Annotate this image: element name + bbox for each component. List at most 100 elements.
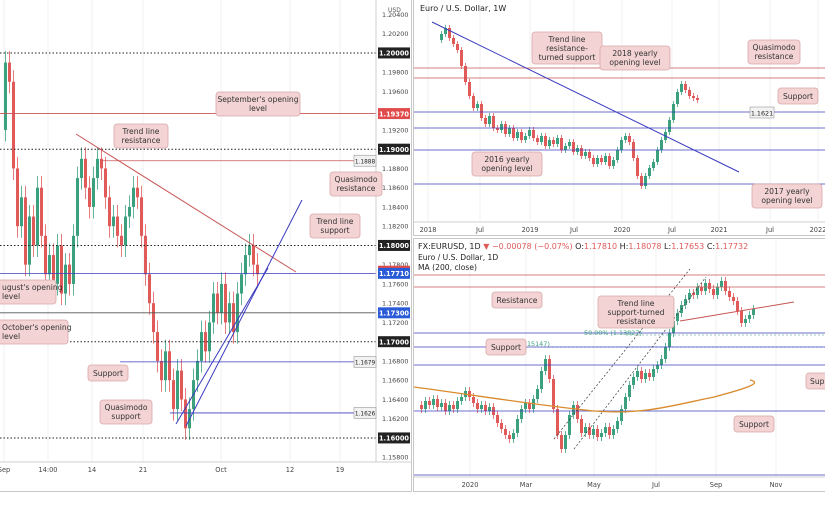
candle-body (616, 150, 619, 160)
candle-body (176, 370, 179, 410)
callout-w-2018: 2018 yearly opening level (599, 45, 671, 71)
candle-body (124, 216, 127, 246)
candle-body (524, 403, 527, 409)
candle-body (536, 138, 539, 142)
candle-body (572, 142, 575, 152)
callout-quasi-res: Quasimodo resistance (329, 171, 383, 197)
candle-body (460, 50, 463, 66)
candle-body (112, 216, 115, 227)
candle-body (592, 429, 595, 435)
candle-body (36, 187, 39, 246)
candle-body (620, 140, 623, 150)
candle-body (148, 274, 151, 304)
date-tick: 2019 (522, 226, 539, 234)
candle-body (600, 433, 603, 437)
badge-1-1621: 1.1621 (749, 106, 775, 119)
candle-body (488, 116, 491, 124)
left-chart-panel[interactable]: 1.204001.202001.198001.196001.194001.192… (0, 0, 412, 492)
candle-body (700, 287, 703, 291)
candle-body (4, 62, 7, 130)
svg-text:Trend line: Trend line (122, 127, 160, 136)
price-badge-text: 1.1888 (355, 159, 376, 165)
candle-body (152, 303, 155, 333)
date-tick: 2020 (614, 226, 631, 234)
candle-body (472, 397, 475, 403)
candle-body (660, 359, 663, 365)
candle-body (464, 66, 467, 82)
price-badge-text: 1.16000 (379, 435, 409, 443)
price-tick: 1.19800 (382, 69, 408, 77)
candle-body (584, 152, 587, 156)
candle-body (736, 301, 739, 311)
candle-body (644, 373, 647, 379)
svg-text:2016 yearly: 2016 yearly (484, 155, 530, 164)
left-chart-svg[interactable]: 1.204001.202001.198001.196001.194001.192… (0, 0, 412, 492)
price-tick: 1.15800 (382, 454, 408, 462)
left-candles (4, 51, 259, 440)
candle-body (732, 297, 735, 301)
candle-body (516, 419, 519, 433)
candle-body (108, 197, 111, 227)
channel-line (573, 276, 707, 450)
candle-body (624, 136, 627, 140)
price-badge-text: 1.17300 (379, 310, 409, 318)
candle-body (60, 245, 63, 294)
candle-body (184, 399, 187, 429)
change: −0.00078 (−0.07%) (491, 242, 573, 251)
candle-body (724, 281, 727, 291)
candle-body (216, 293, 219, 313)
candle-body (660, 140, 663, 150)
candle-body (460, 397, 463, 401)
price-badge-text: 1.1679 (355, 361, 376, 367)
candle-body (588, 152, 591, 158)
price-badge (378, 267, 410, 279)
candle-body (476, 403, 479, 409)
candle-body (452, 405, 455, 409)
price-badge (378, 143, 410, 155)
candle-body (636, 371, 639, 377)
candle-body (528, 403, 531, 409)
candle-body (500, 124, 503, 130)
candle-body (556, 409, 559, 435)
price-tick: 1.19200 (382, 126, 408, 134)
candle-body (668, 333, 671, 347)
svg-text:opening level: opening level (761, 196, 812, 205)
candle-body (444, 28, 447, 34)
weekly-chart-panel[interactable]: 2018 Jul 2019 Jul 2020 Jul 2021 Jul 2022 Trend l… (413, 0, 825, 236)
candle-body (656, 365, 659, 369)
candle-body (68, 264, 71, 284)
candle-body (436, 399, 439, 407)
date-tick: 12 (286, 466, 294, 474)
svg-text:support-turned: support-turned (608, 308, 665, 317)
candle-body (504, 429, 507, 435)
weekly-chart-svg[interactable]: 2018 Jul 2019 Jul 2020 Jul 2021 Jul 2022 Trend l… (414, 0, 825, 236)
candle-body (512, 433, 515, 439)
candle-body (592, 158, 595, 164)
candle-body (596, 158, 599, 164)
price-tick: 1.18400 (382, 203, 408, 211)
candle-body (488, 407, 491, 411)
candle-body (640, 176, 643, 186)
candle-body (168, 351, 171, 381)
price-tick: 1.18600 (382, 184, 408, 192)
svg-text:Supp: Supp (810, 377, 825, 386)
candle-body (656, 150, 659, 162)
candle-body (484, 405, 487, 411)
svg-text:Trend line: Trend line (548, 35, 586, 44)
price-badge-text: 1.20000 (379, 50, 409, 58)
candle-body (140, 197, 143, 236)
candle-body (428, 401, 431, 405)
candle-body (48, 255, 51, 275)
callout-w-2016: 2016 yearly opening level (471, 151, 543, 177)
date-tick: 19 (336, 466, 344, 474)
candle-body (224, 283, 227, 323)
svg-text:Quasimodo: Quasimodo (752, 43, 795, 52)
svg-text:resistance: resistance (337, 184, 376, 193)
price-badge (378, 108, 410, 120)
candle-body (196, 360, 199, 381)
price-tick: 1.16800 (382, 357, 408, 365)
candle-body (696, 287, 699, 295)
candle-body (648, 373, 651, 377)
